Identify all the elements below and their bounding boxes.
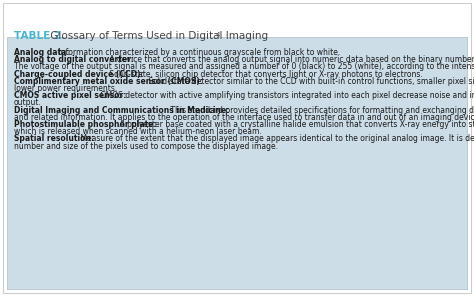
- Text: Glossary of Terms Used in Digital Imaging: Glossary of Terms Used in Digital Imagin…: [47, 31, 268, 41]
- Text: Information characterized by a continuous grayscale from black to white.: Information characterized by a continuou…: [55, 48, 340, 57]
- Text: Photostimulable phosphor plate:: Photostimulable phosphor plate:: [14, 120, 156, 129]
- Text: Complimentary metal oxide sensor (CMOS):: Complimentary metal oxide sensor (CMOS):: [14, 77, 203, 86]
- Text: and related information. It applies to the operation of the interface used to tr: and related information. It applies to t…: [14, 113, 474, 122]
- Text: Spatial resolution:: Spatial resolution:: [14, 134, 94, 143]
- Text: Charge-coupled device (CCD):: Charge-coupled device (CCD):: [14, 70, 144, 79]
- Text: TABLE 2.: TABLE 2.: [14, 31, 65, 41]
- Text: A device that converts the analog output signal into numeric data based on the b: A device that converts the analog output…: [107, 55, 474, 64]
- Text: A polyester base coated with a crystalline halide emulsion that converts X-ray e: A polyester base coated with a crystalli…: [117, 120, 474, 129]
- Text: Solid-state detector similar to the CCD with built-in control functions, smaller: Solid-state detector similar to the CCD …: [146, 77, 474, 86]
- Text: lower power requirements.: lower power requirements.: [14, 84, 117, 93]
- Text: 4: 4: [216, 32, 220, 38]
- FancyBboxPatch shape: [7, 37, 467, 289]
- Text: The voltage of the output signal is measured and assigned a number of 0 (black) : The voltage of the output signal is meas…: [14, 62, 474, 71]
- Text: Analog data:: Analog data:: [14, 48, 70, 57]
- Text: CMOS detector with active amplifying transistors integrated into each pixel decr: CMOS detector with active amplifying tra…: [98, 91, 474, 100]
- Text: output.: output.: [14, 98, 42, 107]
- Text: number and size of the pixels used to compose the displayed image.: number and size of the pixels used to co…: [14, 141, 278, 151]
- FancyBboxPatch shape: [3, 3, 471, 293]
- Text: Digital Imaging and Communications in Medicine:: Digital Imaging and Communications in Me…: [14, 106, 229, 115]
- Text: which is released when scanned with a helium-neon laser beam.: which is released when scanned with a he…: [14, 127, 262, 136]
- Text: Analog to digital converter:: Analog to digital converter:: [14, 55, 134, 64]
- Text: Solid-state, silicon chip detector that converts light or X-ray photons to elect: Solid-state, silicon chip detector that …: [107, 70, 423, 79]
- Text: CMOS active pixel sensor:: CMOS active pixel sensor:: [14, 91, 127, 100]
- Text: This standard provides detailed specifications for formatting and exchanging dig: This standard provides detailed specific…: [168, 106, 474, 115]
- Text: Measure of the extent that the displayed image appears identical to the original: Measure of the extent that the displayed…: [78, 134, 474, 143]
